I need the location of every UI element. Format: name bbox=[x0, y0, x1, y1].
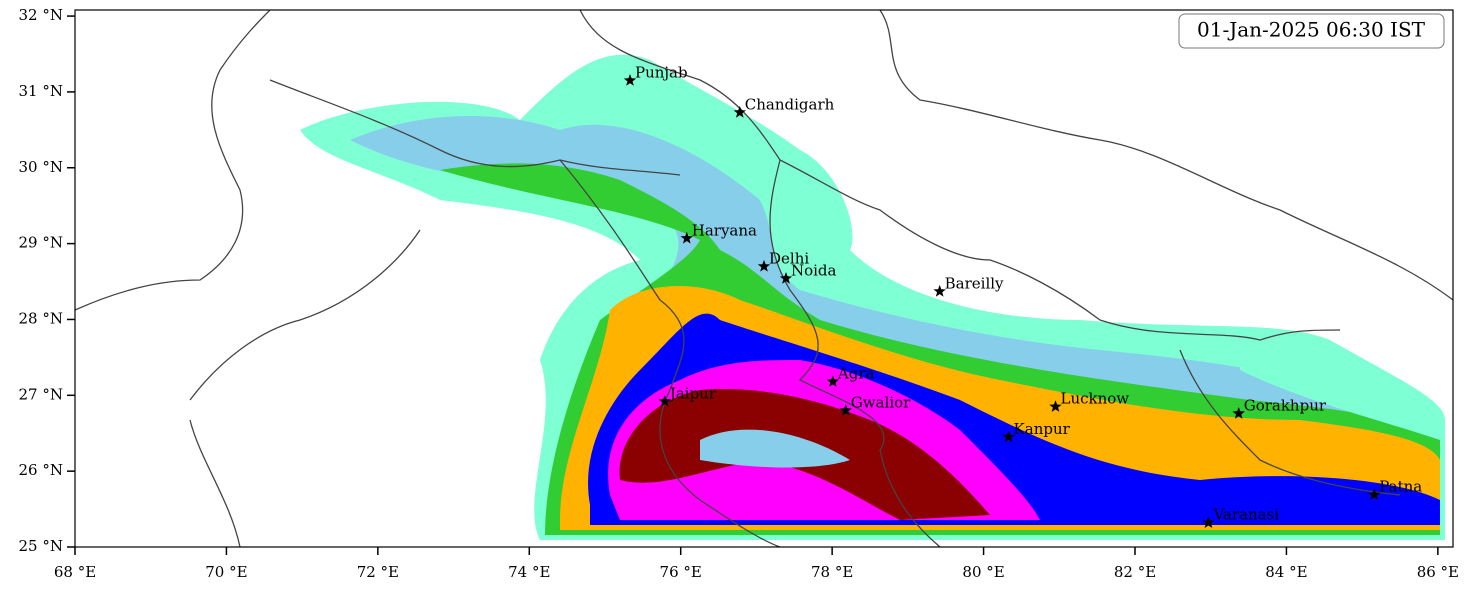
city-label: Gwalior bbox=[851, 393, 911, 411]
city-marker bbox=[826, 375, 840, 387]
city-label: Punjab bbox=[635, 64, 688, 82]
x-tick-label: 80 °E bbox=[962, 563, 1004, 581]
y-tick-label: 28 °N bbox=[19, 309, 63, 327]
city-label: Jaipur bbox=[668, 384, 717, 402]
city-label: Delhi bbox=[769, 249, 809, 267]
x-tick-label: 70 °E bbox=[205, 563, 247, 581]
x-tick-label: 68 °E bbox=[54, 563, 96, 581]
map-title: 01-Jan-2025 06:30 IST bbox=[1197, 18, 1426, 42]
y-tick-label: 31 °N bbox=[19, 82, 63, 100]
x-tick-label: 84 °E bbox=[1265, 563, 1307, 581]
city-marker bbox=[733, 105, 746, 118]
city-marker bbox=[1049, 400, 1062, 412]
city-label: Agra bbox=[837, 365, 875, 383]
city-label: Chandigarh bbox=[745, 95, 835, 113]
city-marker bbox=[1232, 407, 1245, 419]
city-label: Varanasi bbox=[1212, 506, 1279, 524]
y-tick-label: 27 °N bbox=[19, 385, 63, 403]
city-marker bbox=[757, 259, 771, 272]
plot-frame bbox=[74, 9, 1454, 548]
city-marker bbox=[623, 74, 637, 86]
city-label: Patna bbox=[1379, 478, 1422, 496]
city-marker bbox=[1202, 516, 1215, 528]
y-tick-label: 30 °N bbox=[19, 158, 63, 176]
city-marker bbox=[680, 231, 693, 244]
city-label: Lucknow bbox=[1061, 390, 1130, 408]
city-label: Bareilly bbox=[945, 274, 1004, 292]
y-tick-label: 26 °N bbox=[19, 461, 63, 479]
borders bbox=[75, 10, 1453, 547]
city-marker bbox=[658, 394, 671, 407]
city-label: Haryana bbox=[692, 221, 757, 239]
x-tick-label: 86 °E bbox=[1417, 563, 1459, 581]
title-box bbox=[1178, 13, 1445, 49]
city-label: Noida bbox=[791, 262, 837, 280]
x-tick-label: 78 °E bbox=[811, 563, 853, 581]
x-tick-label: 72 °E bbox=[357, 563, 399, 581]
y-tick-label: 25 °N bbox=[19, 537, 63, 555]
city-marker bbox=[1002, 430, 1015, 443]
x-tick-label: 82 °E bbox=[1114, 563, 1156, 581]
y-tick-label: 29 °N bbox=[19, 234, 63, 252]
city-label: Kanpur bbox=[1014, 420, 1071, 438]
y-tick-label: 32 °N bbox=[19, 6, 63, 24]
rain-field bbox=[300, 54, 1445, 541]
x-tick-label: 76 °E bbox=[660, 563, 702, 581]
x-tick-label: 74 °E bbox=[508, 563, 550, 581]
city-marker bbox=[839, 404, 852, 416]
city-marker bbox=[779, 272, 793, 284]
city-marker bbox=[1368, 488, 1381, 500]
city-label: Gorakhpur bbox=[1244, 397, 1327, 415]
city-marker bbox=[933, 284, 946, 297]
